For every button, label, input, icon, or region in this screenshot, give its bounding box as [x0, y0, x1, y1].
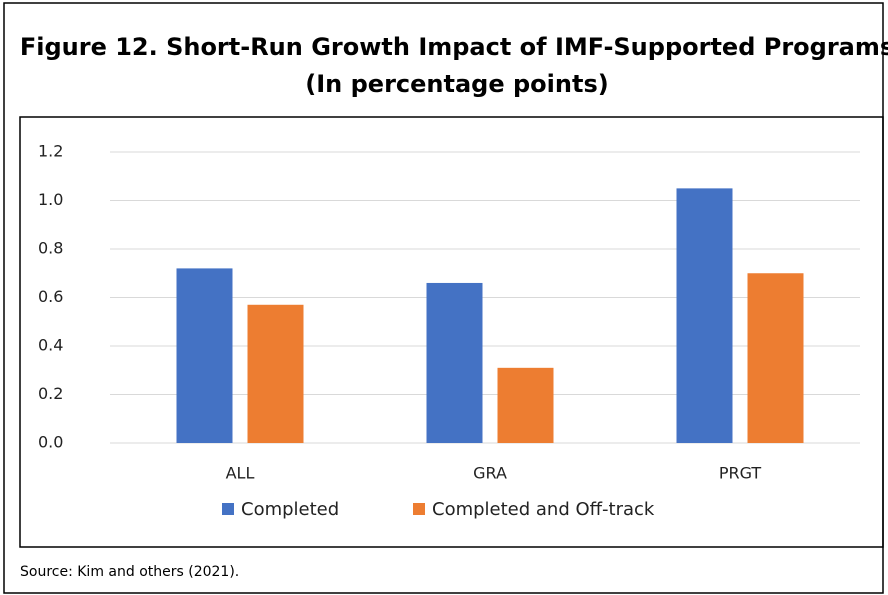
chart-subtitle: (In percentage points)	[305, 70, 608, 98]
legend-label: Completed	[241, 499, 339, 520]
chart-box	[19, 116, 884, 548]
source: Source: Kim and others (2021).	[20, 564, 239, 580]
x-tick-label: ALL	[226, 464, 255, 483]
bar	[247, 304, 304, 443]
chart-title: Figure 12. Short-Run Growth Impact of IM…	[20, 33, 888, 61]
legend-label: Completed and Off-track	[432, 499, 655, 520]
y-tick-label: 0.2	[38, 384, 63, 403]
x-tick-label: PRGT	[719, 464, 762, 483]
bar	[176, 268, 233, 443]
bar	[676, 188, 733, 443]
legend-swatch	[222, 503, 234, 515]
bar	[497, 367, 554, 443]
y-tick-label: 0.4	[38, 336, 63, 355]
y-tick-label: 1.2	[38, 142, 63, 161]
y-tick-label: 0.8	[38, 239, 63, 258]
y-tick-label: 0.0	[38, 433, 63, 452]
y-tick-label: 0.6	[38, 287, 63, 306]
x-tick-label: GRA	[473, 464, 507, 483]
y-tick-label: 1.0	[38, 190, 63, 209]
legend-swatch	[413, 503, 425, 515]
bar	[426, 282, 483, 443]
bar	[747, 273, 804, 443]
